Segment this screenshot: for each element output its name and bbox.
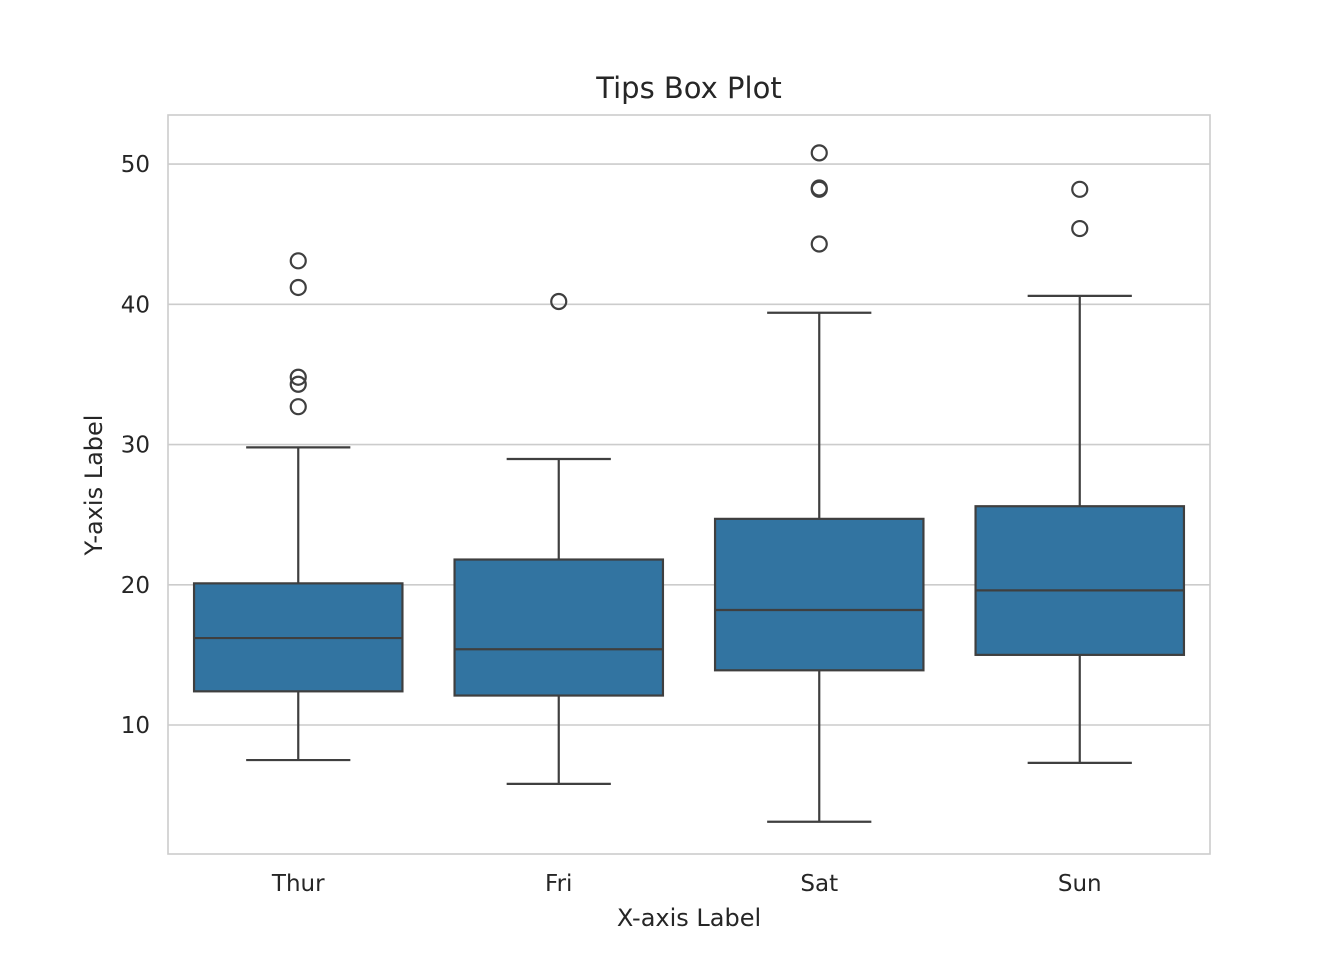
outlier-point — [1071, 219, 1089, 238]
chart-title: Tips Box Plot — [595, 71, 781, 105]
y-tick-label: 30 — [121, 433, 150, 459]
y-axis-label: Y-axis Label — [80, 415, 108, 557]
x-tick-label: Sun — [1058, 871, 1102, 897]
y-tick-labels: 10 20 30 40 50 — [121, 152, 150, 739]
box-group-sat — [713, 144, 925, 823]
outlier-point — [550, 292, 568, 311]
outlier-point — [289, 375, 307, 393]
box-group-sun — [974, 180, 1186, 764]
iqr-box — [453, 558, 665, 697]
y-tick-label: 10 — [121, 713, 150, 739]
outlier-point — [289, 252, 307, 270]
box-group-fri — [453, 292, 665, 785]
x-tick-label: Thur — [271, 871, 325, 897]
x-tick-label: Sat — [800, 871, 838, 897]
y-tick-label: 20 — [121, 573, 150, 599]
outlier-point — [810, 144, 828, 162]
iqr-box — [974, 505, 1186, 656]
x-tick-labels: Thur Fri Sat Sun — [271, 871, 1102, 897]
y-tick-label: 40 — [121, 292, 150, 318]
x-tick-label: Fri — [545, 871, 572, 897]
outlier-point — [289, 398, 307, 416]
boxes — [192, 144, 1186, 823]
outlier-point — [1071, 180, 1089, 198]
box-group-thur — [192, 252, 404, 762]
outlier-point — [289, 368, 307, 386]
x-axis-label: X-axis Label — [617, 904, 761, 932]
iqr-box — [713, 517, 925, 672]
outlier-point — [810, 179, 828, 197]
outlier-point — [289, 278, 307, 297]
outlier-point — [810, 235, 828, 253]
y-tick-label: 50 — [121, 152, 150, 178]
plot-frame — [167, 114, 1211, 855]
